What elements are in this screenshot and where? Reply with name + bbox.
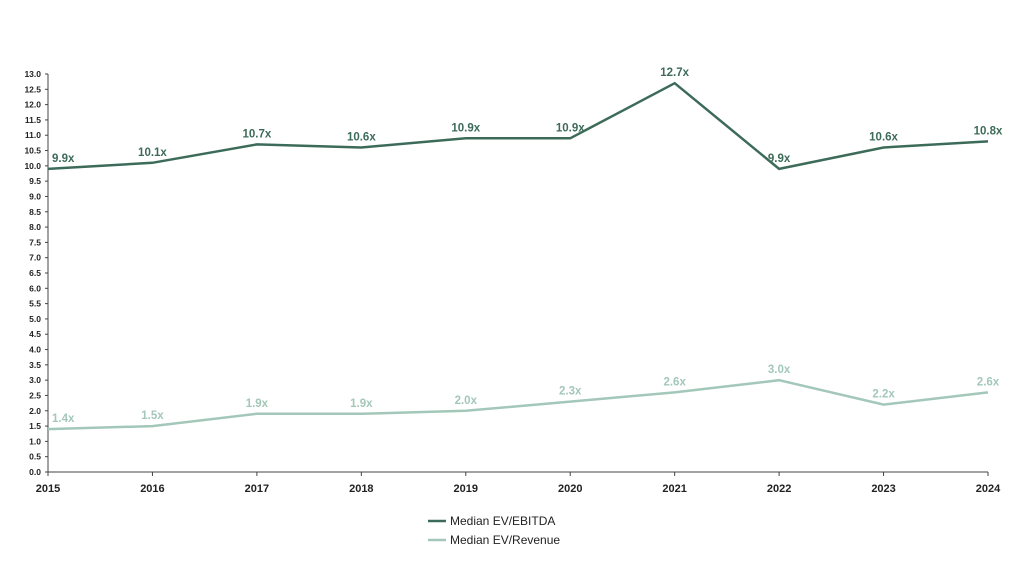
y-tick-label: 0.5 [29,452,41,462]
data-label: 2.2x [872,389,895,401]
y-axis-ticks: 0.0 0.5 1.0 1.5 2.0 2.5 3.0 3.5 4.0 4.5 5.0 5.5 6.0 6… [24,69,48,477]
x-tick-label: 2021 [662,483,686,495]
y-tick-label: 4.0 [29,345,41,355]
data-label: 10.6x [347,131,376,143]
y-tick-label: 9.0 [29,191,41,201]
y-tick-label: 11.5 [25,115,41,125]
x-tick-label: 2015 [36,483,60,495]
y-tick-label: 8.5 [29,207,41,217]
data-labels: 9.9x 10.1x 10.7x 10.6x 10.9x 10.9x 12.7x 9.9x 10… [52,67,1003,425]
y-tick-label: 7.5 [29,237,41,247]
data-label: 10.6x [869,131,898,143]
x-tick-label: 2016 [140,483,164,495]
y-tick-label: 2.0 [29,406,41,416]
legend: Median EV/EBITDA Median EV/Revenue [428,514,560,547]
y-tick-label: 5.5 [29,299,41,309]
data-label: 9.9x [52,153,75,165]
data-label: 1.5x [141,410,164,422]
y-tick-label: 6.0 [29,283,41,293]
axes [47,74,988,473]
x-tick-label: 2017 [245,483,269,495]
y-tick-label: 1.0 [29,436,41,446]
data-label: 10.9x [451,122,480,134]
data-label: 1.9x [246,398,269,410]
data-label: 1.4x [52,413,75,425]
y-tick-label: 2.5 [29,390,41,400]
series-line-ev-ebitda [47,81,989,171]
data-label: 1.9x [350,398,373,410]
y-tick-label: 4.5 [29,329,41,339]
y-tick-label: 0.0 [29,467,41,477]
y-tick-label: 1.5 [29,421,41,431]
x-tick-label: 2023 [871,483,895,495]
data-label: 12.7x [660,67,689,79]
y-tick-label: 7.0 [29,253,41,263]
data-label: 10.1x [138,147,167,159]
data-label: 10.7x [242,128,271,140]
series-lines [47,81,989,431]
data-label: 2.0x [455,395,478,407]
y-tick-label: 5.0 [29,314,41,324]
data-label: 2.6x [977,376,1000,388]
legend-label: Median EV/EBITDA [450,514,555,528]
data-label: 3.0x [768,364,791,376]
y-tick-label: 3.5 [29,360,41,370]
y-tick-label: 13.0 [24,69,41,79]
data-label: 9.9x [768,153,791,165]
y-tick-label: 10.5 [24,146,41,156]
series-line-ev-revenue [47,378,989,431]
y-tick-label: 3.0 [29,375,41,385]
x-axis-ticks: 2015 2016 2017 2018 2019 2020 2021 2022 2023 2024 [36,472,1001,495]
data-label: 2.3x [559,386,582,398]
x-tick-label: 2019 [454,483,478,495]
y-tick-label: 12.5 [24,84,41,94]
y-tick-label: 9.5 [29,176,41,186]
x-tick-label: 2024 [976,483,1001,495]
data-label: 10.9x [556,122,585,134]
y-tick-label: 8.0 [29,222,41,232]
y-tick-label: 12.0 [24,100,41,110]
data-label: 10.8x [974,125,1003,137]
data-label: 2.6x [663,376,686,388]
x-tick-label: 2018 [349,483,373,495]
y-tick-label: 10.0 [24,161,41,171]
x-tick-label: 2022 [767,483,791,495]
y-tick-label: 11.0 [25,130,41,140]
x-tick-label: 2020 [558,483,582,495]
y-tick-label: 6.5 [29,268,41,278]
legend-label: Median EV/Revenue [450,533,560,547]
